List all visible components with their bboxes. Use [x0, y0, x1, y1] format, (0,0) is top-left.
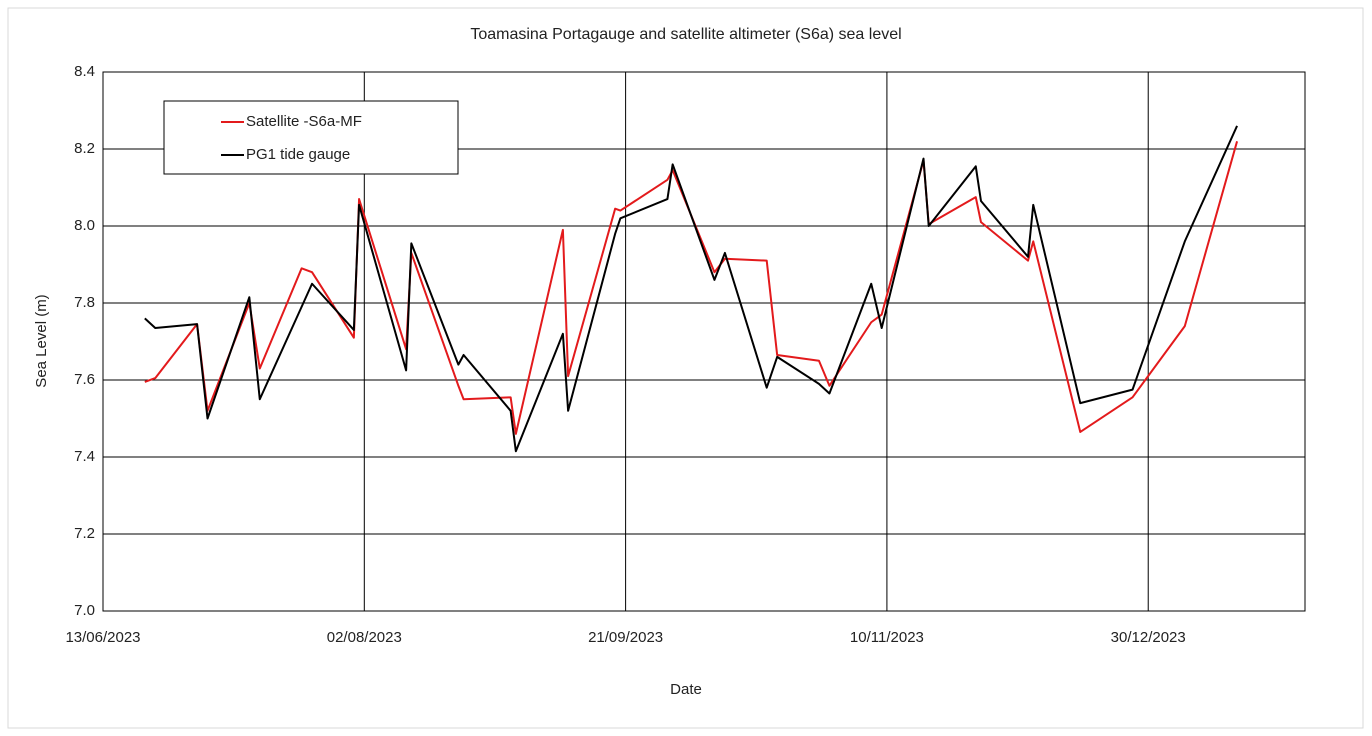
y-axis-label: Sea Level (m)	[33, 294, 50, 387]
y-tick-label: 7.2	[74, 525, 95, 542]
legend-label: PG1 tide gauge	[246, 146, 350, 163]
series-line	[144, 125, 1238, 453]
x-tick-label: 13/06/2023	[65, 629, 140, 646]
y-tick-label: 8.4	[74, 63, 95, 80]
x-tick-label: 30/12/2023	[1111, 629, 1186, 646]
y-tick-label: 7.0	[74, 602, 95, 619]
y-tick-label: 7.6	[74, 371, 95, 388]
legend-label: Satellite -S6a-MF	[246, 113, 362, 130]
legend-box	[163, 100, 459, 175]
x-axis-label: Date	[670, 681, 702, 698]
plot-border	[102, 71, 1306, 612]
x-tick-label: 10/11/2023	[850, 629, 924, 646]
y-tick-label: 8.0	[74, 217, 95, 234]
x-tick-label: 02/08/2023	[327, 629, 402, 646]
series-line	[144, 141, 1239, 435]
y-tick-label: 8.2	[74, 140, 95, 157]
chart-title: Toamasina Portagauge and satellite altim…	[470, 26, 901, 43]
y-tick-label: 7.4	[74, 448, 95, 465]
x-tick-label: 21/09/2023	[588, 629, 663, 646]
y-tick-label: 7.8	[74, 294, 95, 311]
